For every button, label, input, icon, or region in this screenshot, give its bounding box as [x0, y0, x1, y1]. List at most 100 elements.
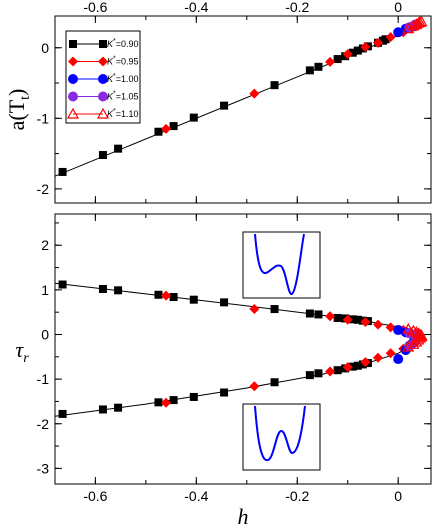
data-point-triangle [413, 331, 426, 343]
y-tick-label: 1 [41, 282, 49, 298]
data-point-square [348, 315, 357, 324]
y-tick-label: 0 [41, 326, 49, 342]
fit-curve-upper [54, 282, 419, 335]
inset-frame [242, 403, 321, 471]
data-point-square [270, 81, 279, 90]
y-tick-label: -2 [37, 181, 50, 197]
data-point-square [333, 366, 342, 375]
data-point-square [333, 313, 342, 322]
x-tick-label: -0.4 [184, 488, 208, 504]
x-tick-label: -0.6 [83, 0, 107, 15]
data-point-diamond [360, 317, 371, 327]
data-point-diamond [342, 314, 353, 325]
data-point-diamond [360, 357, 371, 368]
data-point-triangle [413, 16, 426, 27]
data-point-diamond [373, 319, 384, 330]
data-point-square [114, 403, 123, 412]
y-tick-label: -2 [37, 416, 50, 432]
legend-label: K*=0.90 [107, 38, 139, 49]
legend-marker [98, 74, 108, 84]
data-point-square [353, 315, 362, 324]
x-tick-label: 0 [394, 488, 402, 504]
data-point-square [305, 66, 314, 75]
panel-top: -0.6-0.4-0.20-2-101a(Tt)K*=0.90K*=0.95K*… [4, 0, 432, 204]
data-point-square [333, 55, 342, 64]
data-point-square [58, 167, 67, 176]
data-point-square [353, 46, 362, 55]
x-tick-label: -0.2 [285, 488, 309, 504]
data-point-diamond [325, 311, 336, 322]
legend-marker [69, 40, 77, 48]
data-point-square [98, 284, 107, 293]
data-point-diamond [373, 37, 384, 48]
legend-marker [66, 107, 80, 119]
x-tick-label: -0.2 [285, 0, 309, 15]
data-point-square [98, 151, 107, 160]
data-point-circle [393, 27, 404, 38]
y-tick-label: -1 [37, 371, 50, 387]
data-point-square [98, 405, 107, 414]
data-point-triangle [402, 22, 415, 34]
y-tick-label: -3 [37, 460, 50, 476]
data-point-square [220, 298, 229, 307]
data-point-square [114, 144, 123, 153]
y-tick-label: 0 [41, 40, 49, 56]
data-point-square [381, 35, 390, 44]
inset-frame [242, 231, 321, 299]
x-tick-label: -0.4 [184, 0, 208, 15]
data-point-diamond [360, 42, 371, 53]
legend-marker [98, 56, 108, 67]
data-point-square [189, 113, 198, 122]
data-point-diamond [385, 348, 396, 359]
x-axis-title: h [238, 504, 249, 529]
plot-frame [54, 213, 432, 485]
legend-label: K*=1.05 [107, 91, 139, 102]
data-point-square [314, 369, 323, 378]
double-well-potential-lower [242, 403, 321, 471]
data-point-diamond [249, 381, 260, 392]
double-well-potential-upper [242, 231, 321, 299]
y-axis-title: a(Tt) [4, 89, 33, 131]
data-point-square [348, 362, 357, 371]
data-point-diamond [249, 304, 260, 315]
y-axis-title: τr [15, 337, 29, 366]
data-point-square [154, 290, 163, 299]
data-point-diamond [161, 290, 172, 301]
data-point-diamond [373, 352, 384, 363]
data-point-square [353, 361, 362, 370]
legend-label: K*=1.00 [107, 73, 139, 84]
data-point-diamond [249, 88, 260, 99]
data-point-diamond [161, 397, 172, 408]
data-point-square [58, 280, 67, 289]
data-point-square [189, 392, 198, 401]
legend-label: K*=1.10 [107, 108, 139, 119]
potential-curve [254, 405, 306, 462]
data-point-diamond [385, 322, 396, 333]
potential-curve [254, 233, 305, 296]
fit-curve-lower [54, 334, 422, 417]
legend-marker [68, 56, 78, 67]
data-point-circle [393, 325, 404, 336]
data-point-diamond [325, 56, 336, 67]
data-point-square [114, 286, 123, 295]
data-point-square [169, 122, 178, 131]
panel-bottom: -0.6 -0.4 -0.2 0 -3 -2 -1 0 1 2 τr h [15, 213, 432, 529]
data-point-square [154, 127, 163, 136]
data-point-square [189, 295, 198, 304]
data-point-diamond [342, 49, 353, 60]
plot-frame [54, 15, 432, 204]
data-point-square [305, 309, 314, 318]
data-point-square [348, 48, 357, 57]
legend-marker [68, 91, 78, 102]
data-point-square [58, 409, 67, 418]
data-point-square [314, 310, 323, 319]
data-point-square [220, 101, 229, 110]
data-point-triangle [415, 15, 428, 27]
data-point-circle [393, 354, 404, 365]
legend-marker [98, 91, 108, 102]
data-point-diamond [342, 362, 353, 373]
data-point-diamond [161, 123, 172, 134]
legend-marker [99, 40, 107, 48]
